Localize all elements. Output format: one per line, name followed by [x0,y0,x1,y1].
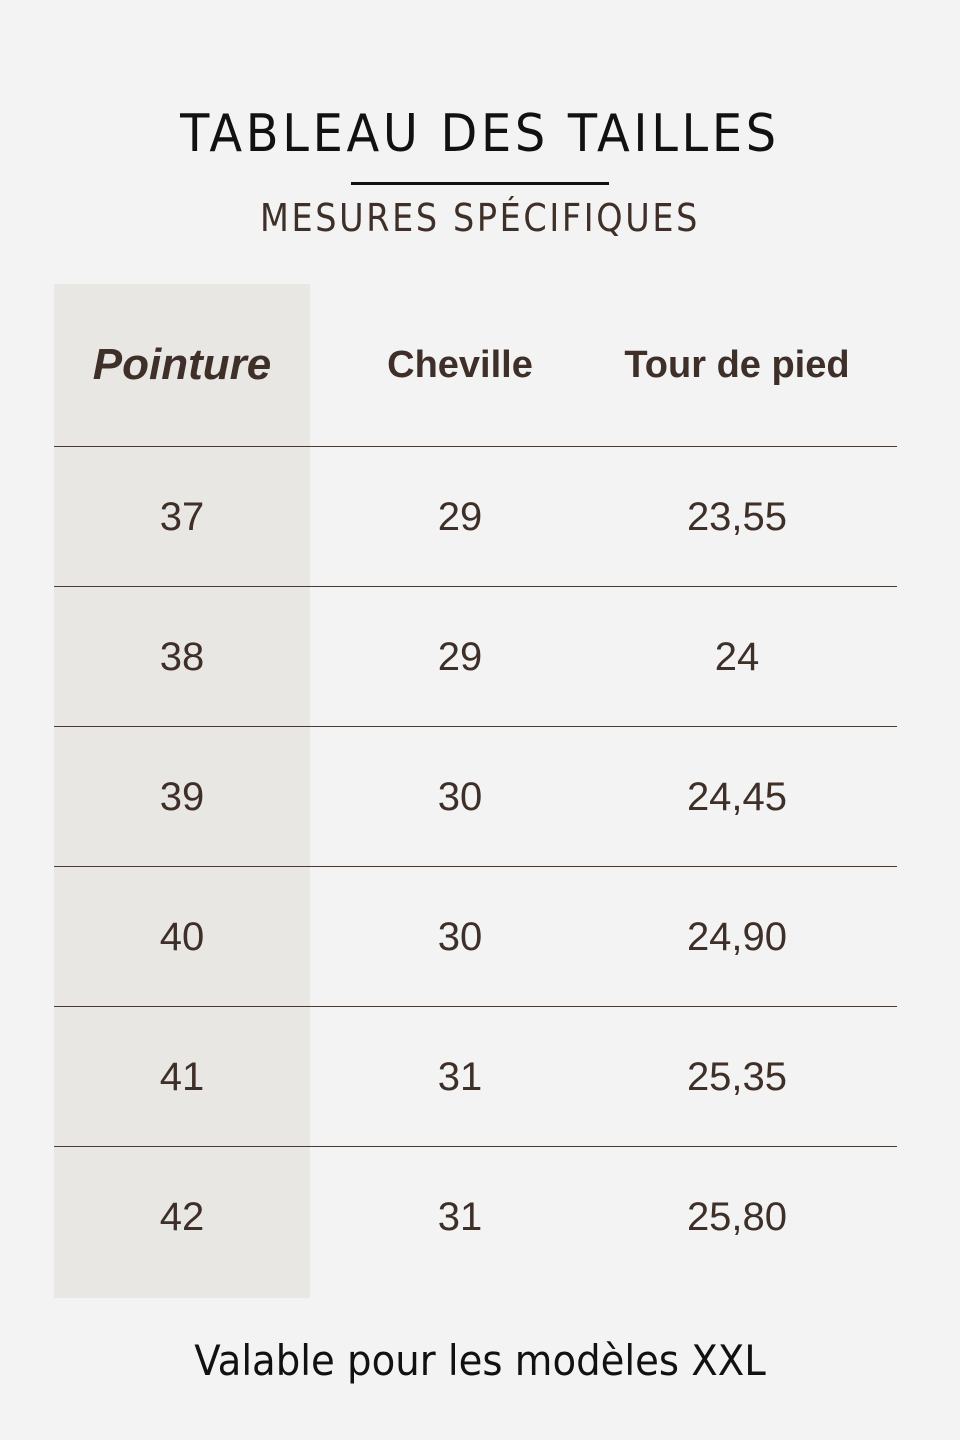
cell-cheville: 30 [437,774,483,819]
cell-pointure: 40 [159,914,205,959]
title-divider [351,182,609,185]
page-subtitle: MESURES SPÉCIFIQUES [259,196,701,240]
cell-tour-de-pied: 25,35 [686,1054,788,1099]
table-row: 42 31 25,80 [54,1146,897,1287]
cell-cheville: 31 [437,1054,483,1099]
column-header-cheville: Cheville [387,343,533,386]
column-header-tour-de-pied: Tour de pied [624,343,850,386]
table-row: 40 30 24,90 [54,866,897,1007]
pointure-column-background [54,284,310,1298]
cell-cheville: 30 [437,914,483,959]
cell-pointure: 41 [159,1054,205,1099]
table-row: 37 29 23,55 [54,446,897,587]
cell-tour-de-pied: 23,55 [686,494,788,539]
table-row: 39 30 24,45 [54,726,897,867]
cell-tour-de-pied: 24,45 [686,774,788,819]
cell-cheville: 29 [437,494,483,539]
cell-tour-de-pied: 25,80 [686,1194,788,1239]
cell-tour-de-pied: 24 [714,634,760,679]
cell-pointure: 39 [159,774,205,819]
cell-pointure: 38 [159,634,205,679]
table-row: 41 31 25,35 [54,1006,897,1147]
cell-pointure: 37 [159,494,205,539]
cell-cheville: 31 [437,1194,483,1239]
cell-pointure: 42 [159,1194,205,1239]
table-row: 38 29 24 [54,586,897,727]
footer-note: Valable pour les modèles XXL [194,1336,766,1385]
column-header-pointure: Pointure [92,340,272,389]
page-title: TABLEAU DES TAILLES [180,104,780,164]
cell-cheville: 29 [437,634,483,679]
cell-tour-de-pied: 24,90 [686,914,788,959]
